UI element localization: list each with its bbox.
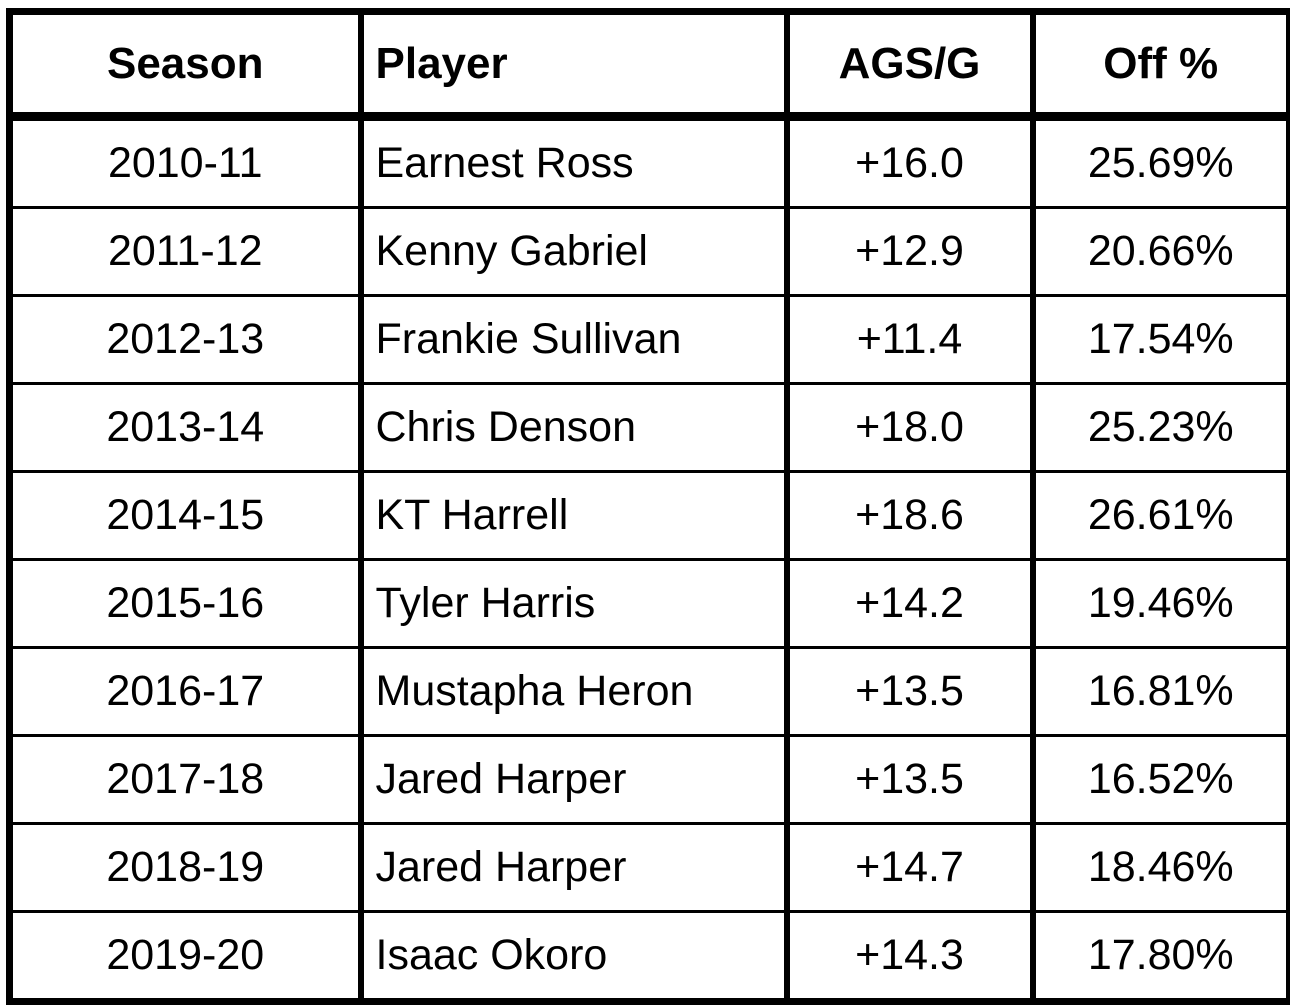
stats-table: Season Player AGS/G Off % 2010-11 Earnes… [6, 8, 1290, 1005]
season-cell: 2013-14 [8, 382, 364, 473]
header-player: Player [359, 10, 790, 121]
off-percent-cell: 17.80% [1031, 910, 1290, 1003]
table-row: 2016-17 Mustapha Heron +13.5 16.81% [8, 646, 1290, 737]
table-row: 2018-19 Jared Harper +14.7 18.46% [8, 822, 1290, 913]
player-cell: Frankie Sullivan [359, 294, 790, 385]
season-cell: 2010-11 [8, 115, 364, 209]
header-row: Season Player AGS/G Off % [8, 10, 1290, 121]
header-season: Season [8, 10, 364, 121]
table-row: 2011-12 Kenny Gabriel +12.9 20.66% [8, 206, 1290, 297]
player-cell: Jared Harper [359, 822, 790, 913]
ags-per-game-cell: +14.3 [785, 910, 1036, 1003]
header-off-percent: Off % [1031, 10, 1290, 121]
off-percent-cell: 16.52% [1031, 734, 1290, 825]
season-cell: 2016-17 [8, 646, 364, 737]
table-row: 2010-11 Earnest Ross +16.0 25.69% [8, 115, 1290, 209]
off-percent-cell: 26.61% [1031, 470, 1290, 561]
ags-per-game-cell: +12.9 [785, 206, 1036, 297]
ags-per-game-cell: +18.0 [785, 382, 1036, 473]
table-row: 2013-14 Chris Denson +18.0 25.23% [8, 382, 1290, 473]
table-row: 2019-20 Isaac Okoro +14.3 17.80% [8, 910, 1290, 1003]
table-row: 2014-15 KT Harrell +18.6 26.61% [8, 470, 1290, 561]
ags-per-game-cell: +16.0 [785, 115, 1036, 209]
off-percent-cell: 18.46% [1031, 822, 1290, 913]
ags-per-game-cell: +14.7 [785, 822, 1036, 913]
ags-per-game-cell: +11.4 [785, 294, 1036, 385]
off-percent-cell: 20.66% [1031, 206, 1290, 297]
table-row: 2012-13 Frankie Sullivan +11.4 17.54% [8, 294, 1290, 385]
ags-per-game-cell: +13.5 [785, 734, 1036, 825]
player-cell: Mustapha Heron [359, 646, 790, 737]
ags-per-game-cell: +14.2 [785, 558, 1036, 649]
season-cell: 2018-19 [8, 822, 364, 913]
player-cell: Isaac Okoro [359, 910, 790, 1003]
player-cell: Chris Denson [359, 382, 790, 473]
off-percent-cell: 17.54% [1031, 294, 1290, 385]
player-cell: KT Harrell [359, 470, 790, 561]
table-row: 2015-16 Tyler Harris +14.2 19.46% [8, 558, 1290, 649]
season-cell: 2014-15 [8, 470, 364, 561]
off-percent-cell: 16.81% [1031, 646, 1290, 737]
player-cell: Tyler Harris [359, 558, 790, 649]
player-cell: Kenny Gabriel [359, 206, 790, 297]
off-percent-cell: 25.23% [1031, 382, 1290, 473]
table-row: 2017-18 Jared Harper +13.5 16.52% [8, 734, 1290, 825]
off-percent-cell: 25.69% [1031, 115, 1290, 209]
season-cell: 2011-12 [8, 206, 364, 297]
season-cell: 2015-16 [8, 558, 364, 649]
season-cell: 2017-18 [8, 734, 364, 825]
season-cell: 2019-20 [8, 910, 364, 1003]
header-ags-per-game: AGS/G [785, 10, 1036, 121]
season-cell: 2012-13 [8, 294, 364, 385]
player-cell: Jared Harper [359, 734, 790, 825]
ags-per-game-cell: +18.6 [785, 470, 1036, 561]
off-percent-cell: 19.46% [1031, 558, 1290, 649]
player-cell: Earnest Ross [359, 115, 790, 209]
ags-per-game-cell: +13.5 [785, 646, 1036, 737]
